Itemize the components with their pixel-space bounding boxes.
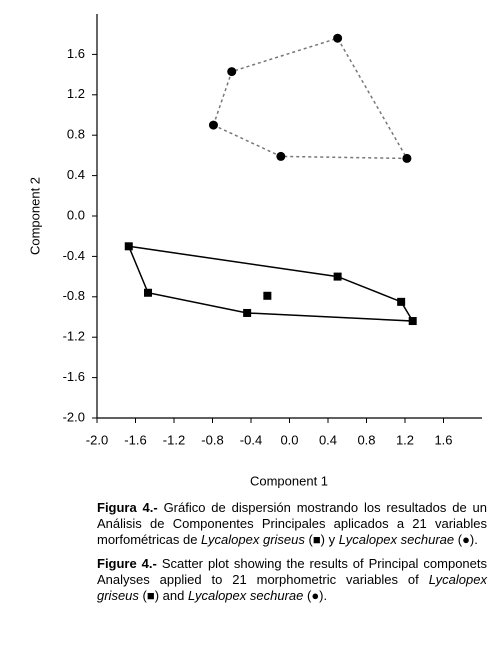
captions: Figura 4.- Gráfico de dispersión mostran… xyxy=(97,500,487,612)
caption-label: Figure 4.- xyxy=(97,556,157,571)
point xyxy=(408,317,417,326)
x-tick-label: 0.8 xyxy=(357,432,375,447)
y-tick-label: -0.4 xyxy=(63,248,85,263)
point xyxy=(124,242,133,251)
caption-text: (●). xyxy=(303,588,328,603)
y-tick-label: 1.6 xyxy=(67,46,85,61)
hull-outline xyxy=(127,245,415,322)
y-tick-label: -0.8 xyxy=(63,288,85,303)
y-tick-label: -1.2 xyxy=(63,329,85,344)
y-tick-label: 0.8 xyxy=(67,127,85,142)
caption-text: Lycalopex griseus xyxy=(97,572,487,603)
y-tick-label: 1.2 xyxy=(67,86,85,101)
x-tick-label: 1.2 xyxy=(396,432,414,447)
chart: Component 1 Component 2 -2.0 -1.6 -1.2 -0.8… xyxy=(27,14,482,488)
x-tick-label: 0.4 xyxy=(319,432,337,447)
caption-text: Lycalopex sechurae xyxy=(338,532,455,547)
point xyxy=(402,153,412,163)
x-axis-label: Component 1 xyxy=(250,473,328,488)
x-tick-label: 1.6 xyxy=(434,432,452,447)
caption-text: Lycalopex griseus xyxy=(201,532,305,547)
hull-outline xyxy=(212,37,409,160)
point xyxy=(333,272,342,281)
caption-text: Gráfico de dispersión mostrando los resu… xyxy=(97,500,487,547)
y-tick-label: 0.4 xyxy=(67,167,85,182)
point xyxy=(208,120,218,130)
point xyxy=(227,67,237,77)
caption-text: (●). xyxy=(454,532,478,547)
caption-text: Lycalopex sechurae xyxy=(187,588,304,603)
caption-text: (■) and xyxy=(138,588,188,603)
x-tick-label: 0.0 xyxy=(280,432,298,447)
x-tick-label: -0.8 xyxy=(201,432,223,447)
caption-label: Figura 4.- xyxy=(97,500,158,515)
y-axis-label: Component 2 xyxy=(27,177,42,255)
caption-text: Scatter plot showing the results of Prin… xyxy=(97,556,487,587)
x-tick-label: -1.6 xyxy=(124,432,146,447)
caption: Figura 4.- Gráfico de dispersión mostran… xyxy=(97,500,487,548)
y-tick-label: -1.6 xyxy=(63,369,85,384)
y-tick-label: 0.0 xyxy=(67,207,85,222)
point xyxy=(397,297,406,306)
caption: Figure 4.- Scatter plot showing the resu… xyxy=(97,556,487,604)
point xyxy=(276,151,286,161)
point xyxy=(243,308,252,317)
y-tick-label: -2.0 xyxy=(63,409,85,424)
x-tick-label: -0.4 xyxy=(240,432,262,447)
x-tick-label: -2.0 xyxy=(86,432,108,447)
x-tick-label: -1.2 xyxy=(163,432,185,447)
point xyxy=(263,291,272,300)
point xyxy=(333,33,343,43)
point xyxy=(144,288,153,297)
caption-text: (■) y xyxy=(304,532,339,547)
